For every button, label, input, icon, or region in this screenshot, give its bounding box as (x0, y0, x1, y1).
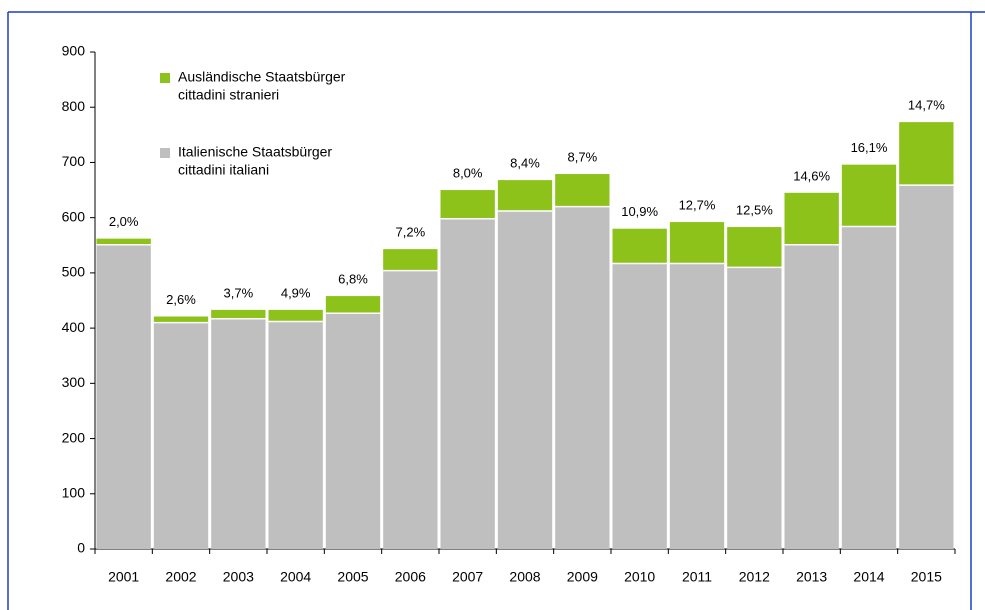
legend-label: cittadini stranieri (178, 87, 279, 103)
share-label: 8,7% (568, 149, 598, 164)
bar-segment (153, 316, 209, 323)
y-tick-label: 100 (62, 484, 86, 500)
bar-segment (555, 174, 610, 207)
share-label: 12,7% (679, 198, 716, 213)
share-label: 4,9% (281, 285, 311, 300)
bar-segment (211, 309, 266, 319)
bar-segment (669, 263, 725, 549)
bar-segment (440, 218, 495, 549)
x-tick-label: 2013 (796, 569, 827, 585)
x-tick-label: 2001 (108, 569, 139, 585)
y-tick-label: 0 (77, 540, 85, 556)
y-tick-label: 500 (62, 264, 86, 280)
y-tick-label: 200 (62, 429, 86, 445)
bar-segment (383, 249, 438, 271)
x-tick-label: 2009 (567, 569, 598, 585)
bar-segment (669, 222, 725, 264)
bar-segment (268, 309, 323, 322)
bar-segment (727, 227, 782, 268)
share-label: 6,8% (338, 272, 368, 287)
x-tick-label: 2004 (280, 569, 311, 585)
bar-segment (841, 164, 897, 227)
legend-label: cittadini italiani (178, 162, 269, 178)
legend-label: Ausländische Staatsbürger (178, 69, 346, 85)
x-tick-label: 2015 (911, 569, 942, 585)
x-tick-label: 2011 (682, 569, 712, 585)
x-tick-label: 2006 (395, 569, 426, 585)
share-label: 8,4% (510, 156, 540, 171)
bar-segment (612, 228, 667, 264)
y-tick-label: 700 (62, 153, 86, 169)
share-label: 16,1% (851, 140, 888, 155)
share-label: 14,7% (908, 98, 945, 113)
y-tick-label: 400 (62, 319, 86, 335)
bar-segment (96, 238, 151, 245)
x-tick-label: 2014 (853, 569, 884, 585)
y-tick-label: 900 (62, 43, 86, 59)
legend-swatch (160, 73, 170, 83)
share-label: 7,2% (396, 225, 426, 240)
share-label: 2,6% (166, 292, 196, 307)
x-tick-label: 2005 (337, 569, 368, 585)
bar-segment (325, 313, 381, 549)
bar-segment (153, 322, 209, 549)
bar-segment (899, 122, 954, 186)
bar-segment (383, 270, 438, 549)
y-tick-label: 300 (62, 374, 86, 390)
x-tick-label: 2008 (509, 569, 540, 585)
share-label: 10,9% (621, 204, 658, 219)
bar-segment (612, 263, 667, 549)
y-tick-label: 800 (62, 98, 86, 114)
x-tick-label: 2003 (223, 569, 254, 585)
bar-segment (784, 244, 839, 549)
legend-label: Italienische Staatsbürger (178, 144, 332, 160)
bar-segment (727, 267, 782, 549)
share-label: 8,0% (453, 165, 483, 180)
bar-segment (841, 226, 897, 549)
bar-segment (211, 318, 266, 549)
bar-segment (497, 211, 553, 550)
bar-segment (440, 190, 495, 219)
bar-segment (899, 185, 954, 549)
bar-segment (555, 206, 610, 549)
bar-segment (497, 180, 553, 212)
share-label: 12,5% (736, 202, 773, 217)
x-tick-label: 2010 (624, 569, 655, 585)
x-tick-label: 2012 (739, 569, 770, 585)
share-label: 14,6% (793, 168, 830, 183)
legend-swatch (160, 148, 170, 158)
x-tick-label: 2007 (452, 569, 483, 585)
x-tick-label: 2002 (165, 569, 196, 585)
share-label: 3,7% (224, 285, 254, 300)
y-tick-label: 600 (62, 208, 86, 224)
share-label: 2,0% (109, 214, 139, 229)
bar-segment (325, 296, 381, 314)
bar-segment (96, 244, 151, 549)
bar-segment (784, 192, 839, 245)
bar-segment (268, 321, 323, 549)
